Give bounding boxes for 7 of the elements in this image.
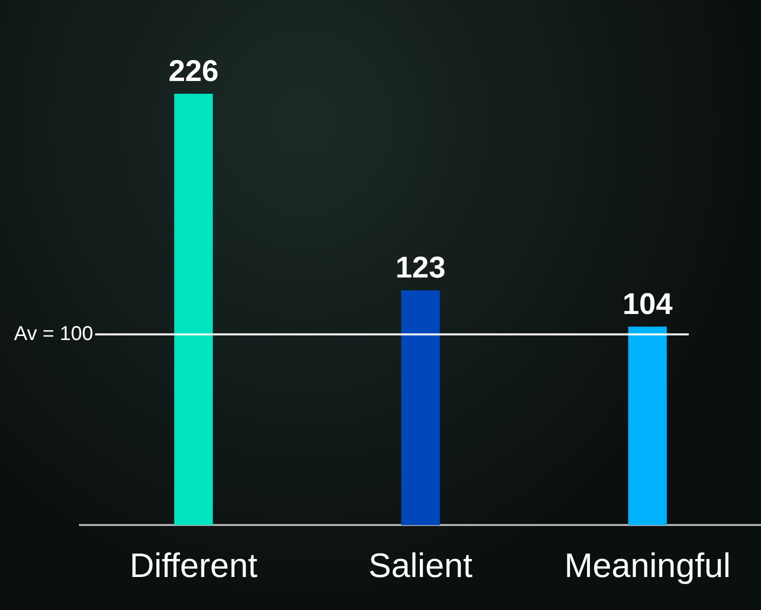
- data-label: 123: [395, 252, 446, 285]
- x-tick-label: Salient: [368, 546, 474, 585]
- x-tick-label: Different: [130, 546, 258, 585]
- data-label: 226: [168, 55, 219, 88]
- data-label: 104: [622, 288, 673, 321]
- ref-line-label: Av = 100: [14, 322, 94, 345]
- x-tick-label: Meaningful: [564, 546, 731, 585]
